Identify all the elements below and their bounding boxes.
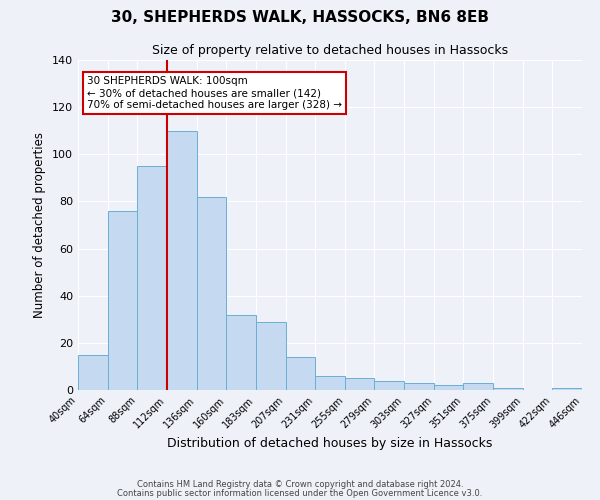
Text: 30, SHEPHERDS WALK, HASSOCKS, BN6 8EB: 30, SHEPHERDS WALK, HASSOCKS, BN6 8EB xyxy=(111,10,489,25)
Bar xyxy=(345,378,374,390)
Text: Contains HM Land Registry data © Crown copyright and database right 2024.: Contains HM Land Registry data © Crown c… xyxy=(137,480,463,489)
Bar xyxy=(434,386,463,390)
Bar xyxy=(493,388,523,390)
Bar xyxy=(463,383,493,390)
Text: 30 SHEPHERDS WALK: 100sqm
← 30% of detached houses are smaller (142)
70% of semi: 30 SHEPHERDS WALK: 100sqm ← 30% of detac… xyxy=(87,76,342,110)
Title: Size of property relative to detached houses in Hassocks: Size of property relative to detached ho… xyxy=(152,44,508,58)
Bar xyxy=(286,357,315,390)
Bar xyxy=(374,380,404,390)
Bar xyxy=(315,376,345,390)
Y-axis label: Number of detached properties: Number of detached properties xyxy=(34,132,46,318)
Bar xyxy=(197,196,226,390)
Bar xyxy=(107,211,137,390)
Bar xyxy=(553,388,582,390)
Text: Contains public sector information licensed under the Open Government Licence v3: Contains public sector information licen… xyxy=(118,488,482,498)
Bar xyxy=(256,322,286,390)
X-axis label: Distribution of detached houses by size in Hassocks: Distribution of detached houses by size … xyxy=(167,437,493,450)
Bar xyxy=(404,383,434,390)
Bar xyxy=(137,166,167,390)
Bar xyxy=(167,130,197,390)
Bar xyxy=(78,354,107,390)
Bar xyxy=(226,314,256,390)
